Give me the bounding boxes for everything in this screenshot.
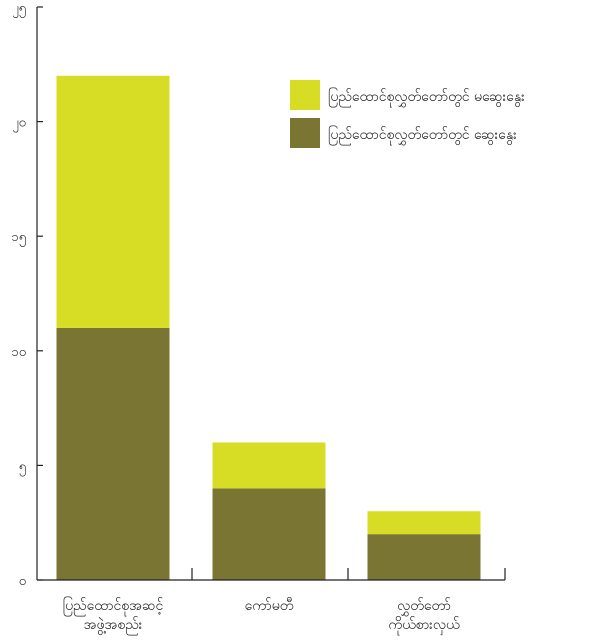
bar-segment-series-0-cat-1: [212, 488, 326, 580]
legend-label: ပြည်ထောင်စုလွှတ်တော်တွင် မဆွေးနွေး: [328, 88, 525, 107]
y-tick-label: ၂၅: [12, 1, 26, 18]
bar-segment-series-1-cat-1: [212, 442, 326, 489]
bar-segment-series-0-cat-0: [56, 327, 170, 580]
bars-layer: [56, 75, 481, 580]
y-tick-label: ၁၅: [11, 230, 26, 247]
axes-layer: [36, 7, 505, 581]
legend-swatch: [290, 80, 320, 110]
y-tick-label: ၀: [19, 574, 26, 589]
bar-segment-series-1-cat-2: [367, 511, 481, 535]
y-axis-ticks: ၀ ၅ ၁၀ ၁၅ ၂၀ ၂၅: [11, 1, 43, 589]
y-tick-label: ၁၀: [11, 345, 26, 360]
bar-segment-series-0-cat-2: [367, 534, 481, 580]
y-tick-label: ၅: [19, 459, 26, 476]
x-axis-ticks: ပြည်ထောင်စုအဆင့်အဖွဲ့အစည်း ကော်မတီ လွှတ်တေ…: [63, 568, 506, 635]
x-category-label: အဖွဲ့အစည်း: [84, 617, 143, 635]
y-tick-label: ၂၀: [12, 116, 26, 133]
legend-label: ပြည်ထောင်စုလွှတ်တော်တွင် ဆွေးနွေး: [328, 126, 517, 145]
x-category-label: လွှတ်တော်: [397, 598, 451, 616]
legend: ပြည်ထောင်စုလွှတ်တော်တွင် မဆွေးနွေးပြည်ထေ…: [290, 80, 525, 148]
x-category-label: ကော်မတီ: [245, 598, 294, 614]
x-category-label: ကိုယ်စားလှယ်: [388, 617, 460, 635]
x-category-label: ပြည်ထောင်စုအဆင့်: [63, 597, 164, 616]
legend-swatch: [290, 118, 320, 148]
bar-segment-series-1-cat-0: [56, 75, 170, 328]
